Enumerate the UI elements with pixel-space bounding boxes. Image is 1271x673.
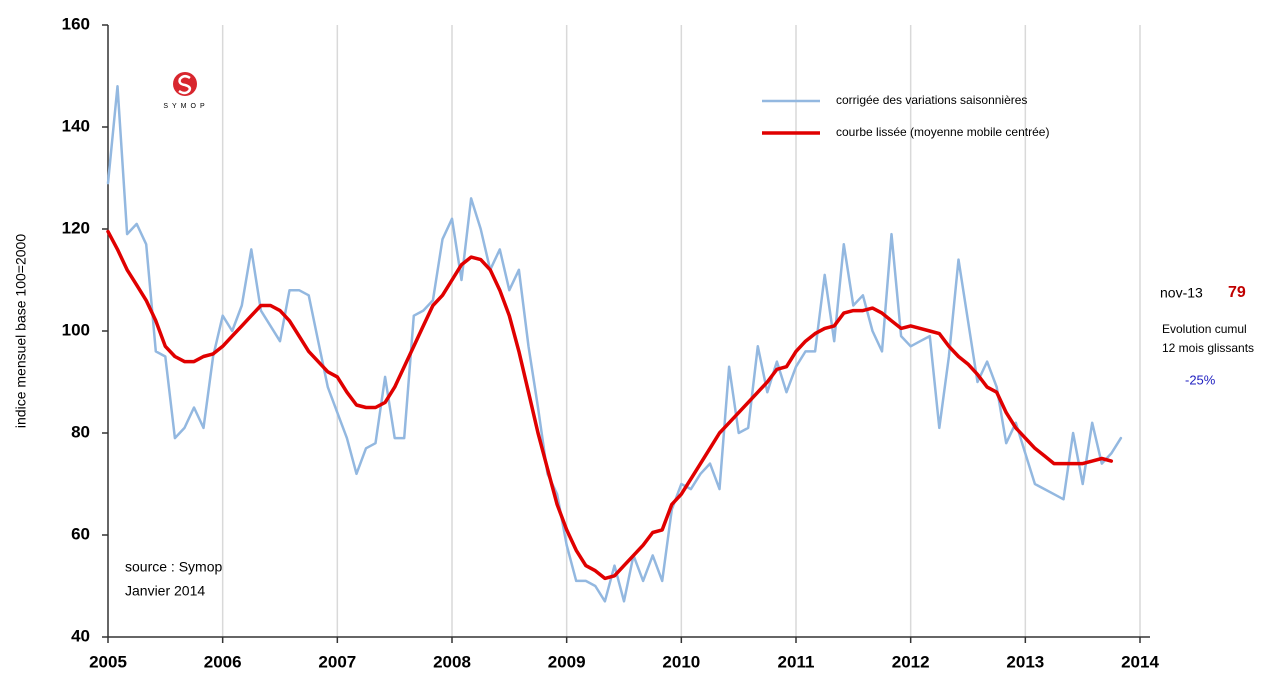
x-tick-label: 2013 — [1006, 652, 1044, 671]
y-tick-label: 40 — [71, 626, 90, 645]
y-tick-label: 80 — [71, 422, 90, 441]
y-tick-label: 100 — [62, 320, 90, 339]
note-value: 79 — [1228, 284, 1246, 301]
x-tick-label: 2005 — [89, 652, 127, 671]
x-tick-label: 2008 — [433, 652, 471, 671]
source-text: source : Symop — [125, 559, 222, 575]
y-axis-label: indice mensuel base 100=2000 — [13, 234, 29, 428]
note-text: Evolution cumul — [1162, 322, 1247, 336]
legend-label: courbe lissée (moyenne mobile centrée) — [836, 125, 1049, 139]
x-tick-label: 2014 — [1121, 652, 1159, 671]
logo-s — [178, 75, 192, 95]
series-line — [106, 84, 1123, 603]
note-date: nov-13 — [1160, 285, 1203, 301]
y-tick-label: 60 — [71, 524, 90, 543]
y-tick-label: 160 — [62, 14, 90, 33]
x-tick-label: 2006 — [204, 652, 242, 671]
x-tick-label: 2011 — [778, 652, 815, 671]
note-text: 12 mois glissants — [1162, 341, 1254, 355]
note-change: -25% — [1185, 372, 1216, 387]
x-tick-label: 2012 — [892, 652, 930, 671]
x-tick-label: 2009 — [548, 652, 586, 671]
source-text: Janvier 2014 — [125, 583, 205, 599]
x-tick-label: 2010 — [662, 652, 700, 671]
legend-label: corrigée des variations saisonnières — [836, 93, 1027, 107]
y-tick-label: 140 — [62, 116, 90, 135]
logo: SYMOP — [163, 72, 208, 110]
logo-text: SYMOP — [163, 103, 208, 110]
x-tick-label: 2007 — [318, 652, 356, 671]
series-line — [106, 229, 1114, 581]
y-tick-label: 120 — [62, 218, 90, 237]
